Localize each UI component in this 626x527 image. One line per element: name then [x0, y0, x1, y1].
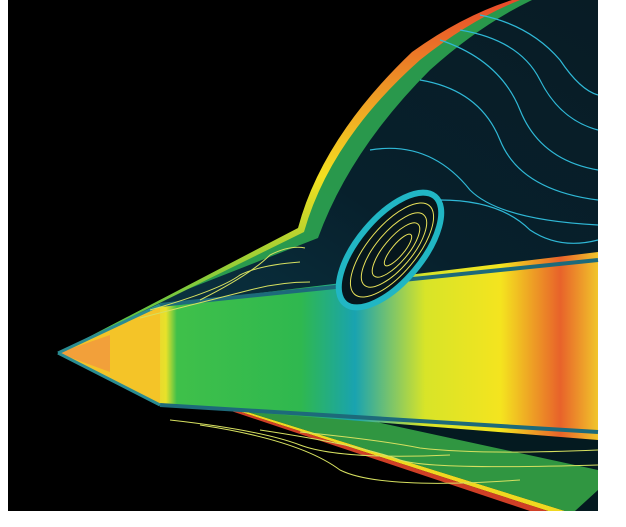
nose-edge — [57, 303, 161, 407]
contour — [199, 246, 306, 301]
contour — [360, 212, 428, 288]
contour — [419, 79, 599, 201]
contour — [299, 431, 599, 453]
contour — [439, 199, 599, 244]
contour — [459, 29, 599, 131]
lower-contours — [169, 419, 599, 484]
contour — [439, 39, 599, 171]
contour — [259, 429, 599, 468]
contour — [369, 147, 599, 226]
contour — [199, 424, 521, 484]
contour — [349, 202, 435, 298]
body-flow — [58, 252, 598, 440]
bubble-contours — [349, 202, 435, 298]
contour — [383, 233, 413, 267]
nose-tip — [58, 335, 110, 372]
contour — [169, 419, 451, 457]
contour — [139, 281, 311, 319]
forebody-contours — [139, 246, 311, 319]
contour — [479, 14, 599, 96]
contour — [149, 261, 301, 311]
upper-contours — [369, 14, 599, 244]
contour — [371, 222, 421, 278]
